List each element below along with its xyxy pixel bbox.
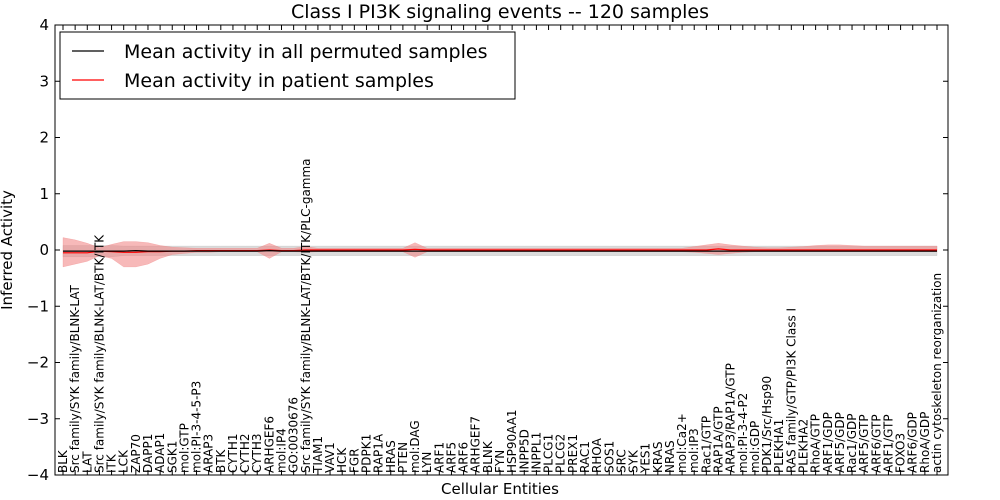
y-axis-label: Inferred Activity [0,190,16,310]
x-tick-label: VAV1 [323,442,337,473]
x-tick-label: ARF1 [432,442,446,473]
x-tick-label: RhoA/GTP [809,414,823,473]
x-tick-label: mol:DAG [408,420,422,473]
x-tick-label: mol:GTP [177,423,191,473]
x-tick-label: CYTH3 [250,434,264,474]
x-tick-label: PREX1 [566,434,580,473]
x-tick-label: PLCG1 [542,434,556,473]
x-tick-label: TIAM1 [311,436,325,474]
legend: Mean activity in all permuted samples Me… [59,31,516,100]
x-tick-label: ARF6 [457,442,471,473]
x-tick-label: FYN [493,450,507,473]
y-tick-label: −4 [27,466,49,484]
x-tick-label: RAS family/GTP/PI3K Class I [784,308,798,473]
y-tick-label: −1 [27,297,49,315]
x-tick-label: YES1 [639,443,653,474]
x-tick-label: Src family/SYK family/BLNK-LAT/BTK/ITK [92,234,106,473]
x-tick-label: ADAP1 [153,433,167,473]
y-tick-label: 2 [39,129,49,147]
x-tick-label: mol:IP4 [275,428,289,473]
x-tick-label: Src family/SYK family/BLNK-LAT [68,284,82,473]
x-tick-label: HSP90AA1 [505,409,519,473]
x-tick-label: ARAP3/RAP1A/GTP [724,363,738,473]
x-tick-label: actin cytoskeleton reorganization [930,273,944,473]
x-tick-label: NRAS [663,440,677,473]
x-tick-label: RhoA/GDP [918,412,932,473]
x-tick-label: BLK [56,449,70,473]
x-tick-label: LAT [80,451,94,473]
x-tick-label: ARF1/GDP [821,412,835,473]
x-tick-label: Rac1/GDP [845,414,859,473]
x-tick-label: PLEKHA1 [772,419,786,473]
x-tick-label: PDPK1 [360,434,374,473]
x-tick-label: FGR [347,448,361,473]
y-tick-label: 3 [39,72,49,90]
x-tick-label: PDK1/Src/Hsp90 [760,376,774,473]
x-tick-label: RAP1A/GTP [712,406,726,473]
x-tick-label: mol:PI-3-4-P2 [736,393,750,473]
legend-label-patient: Mean activity in patient samples [124,70,434,92]
y-tick-label: 0 [39,241,49,259]
x-tick-label: ARF5/GDP [833,412,847,473]
x-tick-label: mol:IP3 [687,428,701,473]
x-tick-label: BTK [214,448,228,473]
x-tick-label: ARF1/GTP [881,414,895,473]
x-tick-label: HRAS [384,440,398,473]
legend-label-permuted: Mean activity in all permuted samples [124,41,487,63]
x-tick-label: DAPP1 [141,434,155,473]
x-tick-label: ARF6/GTP [869,414,883,473]
x-axis-label: Cellular Entities [441,480,559,498]
x-tick-label: ARF5/GTP [857,414,871,473]
x-tick-label: mol:PI-3-4-5-P3 [190,381,204,473]
x-tick-label: mol:Ca2+ [675,413,689,473]
x-tick-label: PLEKHA2 [797,419,811,473]
x-tick-label: FOXO3 [894,433,908,473]
x-tick-label: INPPL1 [529,432,543,473]
x-tick-label: Rac1/GTP [699,416,713,473]
permuted-mean-line [63,249,937,252]
x-tick-label: GO:0030676 [287,397,301,473]
x-tick-label: CYTH2 [238,434,252,474]
x-tick-label: SGK1 [165,441,179,473]
x-tick-label: ITK [105,453,119,473]
x-tick-label: RAP1A [372,433,386,473]
y-tick-label: 1 [39,185,49,203]
x-tick-label: BLNK [481,440,495,473]
x-tick-label: ZAP70 [129,434,143,473]
x-tick-label: ARAP3 [202,434,216,473]
x-tick-label: PTEN [396,442,410,473]
x-tick-label: LYN [420,452,434,473]
y-tick-label: 4 [39,16,49,34]
x-tick-label: SYK [627,449,641,473]
x-tick-label: KRAS [651,441,665,473]
x-tick-label: PLCG2 [554,434,568,473]
x-tick-label: RAC1 [578,441,592,473]
lines-layer [63,248,937,254]
x-tick-label: LCK [117,449,131,473]
x-tick-label: HCK [335,447,349,473]
y-tick-label: −3 [27,410,49,428]
x-tick-label: SRC [614,449,628,473]
chart-title: Class I PI3K signaling events -- 120 sam… [291,1,709,23]
x-tick-label: SOS1 [602,441,616,473]
x-tick-label: ARF6/GDP [906,412,920,473]
x-tick-label: ARHGEF7 [469,416,483,473]
x-tick-label: ARHGEF6 [262,416,276,473]
y-tick-label: −2 [27,354,49,372]
y-axis: −4 −3 −2 −1 0 1 2 3 4 [27,16,948,484]
x-tick-label: RHOA [590,437,604,473]
x-tick-label: mol:GDP [748,421,762,473]
x-tick-label: INPP5D [517,429,531,473]
legend-box [59,31,516,100]
x-tick-label: ARF5 [444,442,458,473]
x-tick-label: Src family/SYK family/BLNK-LAT/BTK/ITK/P… [299,158,313,473]
x-tick-label: CYTH1 [226,434,240,474]
